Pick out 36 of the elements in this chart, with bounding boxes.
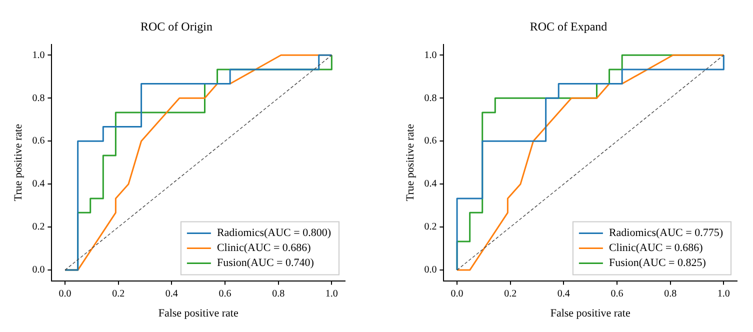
x-tick-label: 0.2 bbox=[504, 288, 517, 300]
y-tick-label: 0.0 bbox=[424, 264, 437, 276]
y-tick-label: 0.2 bbox=[32, 222, 45, 233]
legend-label: Fusion(AUC = 0.825) bbox=[608, 257, 706, 270]
x-tick-label: 0.4 bbox=[165, 288, 178, 300]
legend-label: Radiomics(AUC = 0.775) bbox=[608, 227, 724, 240]
x-tick-label: 0.0 bbox=[450, 288, 464, 300]
y-axis-title: True positive rate bbox=[12, 124, 24, 202]
x-axis-title: False positive rate bbox=[550, 307, 630, 320]
x-tick-label: 0.8 bbox=[664, 288, 677, 300]
legend-label: Fusion(AUC = 0.740) bbox=[216, 257, 314, 270]
x-tick-label: 0.2 bbox=[112, 288, 125, 300]
x-tick-label: 1.0 bbox=[717, 288, 730, 300]
legend-label: Radiomics(AUC = 0.800) bbox=[216, 227, 332, 240]
x-tick-label: 0.4 bbox=[557, 288, 570, 300]
y-tick-label: 0.8 bbox=[32, 92, 45, 104]
y-tick-label: 0.2 bbox=[424, 222, 437, 233]
legend-label: Clinic(AUC = 0.686) bbox=[608, 242, 704, 254]
y-tick-label: 0.8 bbox=[424, 92, 437, 104]
x-tick-label: 0.6 bbox=[610, 288, 624, 300]
y-axis-title: True positive rate bbox=[404, 124, 416, 202]
y-tick-label: 0.4 bbox=[424, 178, 437, 190]
x-tick-label: 0.0 bbox=[58, 288, 72, 300]
y-tick-label: 0.6 bbox=[424, 136, 437, 147]
chart-title: ROC of Origin bbox=[140, 19, 212, 34]
x-axis-title: False positive rate bbox=[158, 307, 238, 320]
legend-label: Clinic(AUC = 0.686) bbox=[216, 242, 312, 254]
x-tick-label: 1.0 bbox=[325, 288, 338, 300]
y-tick-label: 1.0 bbox=[32, 50, 45, 61]
chart-title: ROC of Expand bbox=[530, 19, 608, 34]
y-tick-label: 0.4 bbox=[32, 178, 45, 190]
x-tick-label: 0.8 bbox=[272, 288, 285, 300]
y-tick-label: 0.6 bbox=[32, 136, 45, 147]
x-tick-label: 0.6 bbox=[218, 288, 232, 300]
y-tick-label: 0.0 bbox=[32, 264, 45, 276]
y-tick-label: 1.0 bbox=[424, 50, 437, 61]
